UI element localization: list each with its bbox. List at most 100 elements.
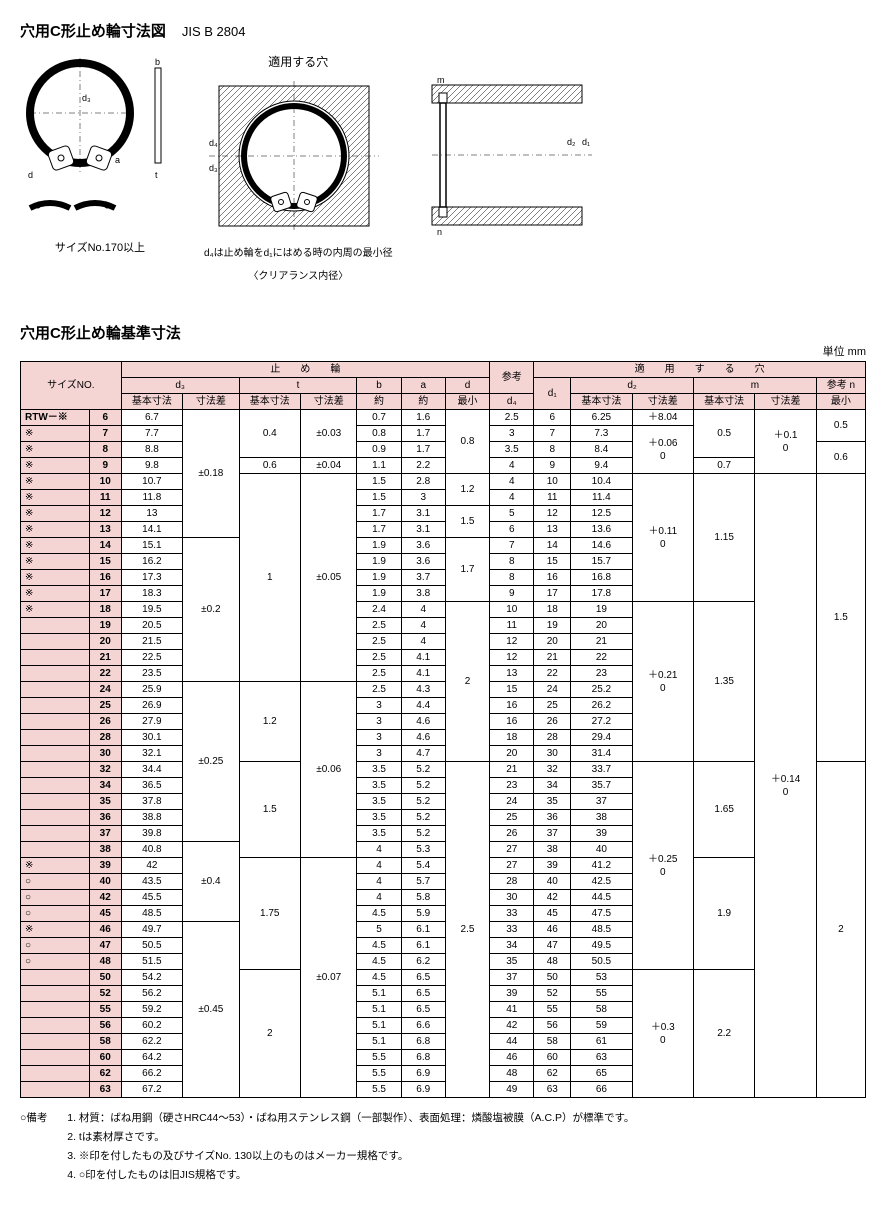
cell-a: 6.8 [401,1050,445,1066]
th-d2-basic: 基本寸法 [571,394,632,410]
center-note-2: 〈クリアランス内径〉 [204,267,393,282]
table-row: ※1010.71±0.051.52.81.241010.4＋0.11 01.15… [21,474,866,490]
cell-d3-basic: 32.1 [121,746,182,762]
cell-mark: ※ [21,442,90,458]
cell-no: 7 [89,426,121,442]
th-d2: d₂ [571,378,694,394]
cell-m-basic: 0.7 [693,458,754,474]
cell-d4: 7 [490,538,534,554]
cell-no: 52 [89,986,121,1002]
cell-d1: 13 [534,522,571,538]
cell-mark [21,1082,90,1098]
cell-b: 1.1 [357,458,401,474]
cell-d-min: 1.5 [445,506,489,538]
th-a-approx: 約 [401,394,445,410]
th-b-approx: 約 [357,394,401,410]
cell-d3-basic: 27.9 [121,714,182,730]
cell-a: 4.6 [401,714,445,730]
cell-d2-basic: 41.2 [571,858,632,874]
cell-d2-basic: 13.6 [571,522,632,538]
cell-a: 2.2 [401,458,445,474]
cell-m-basic: 0.5 [693,410,754,458]
cell-b: 3.5 [357,762,401,778]
cell-b: 5.1 [357,986,401,1002]
cell-no: 17 [89,586,121,602]
cell-d4: 18 [490,730,534,746]
cell-d1: 40 [534,874,571,890]
cell-mark [21,746,90,762]
cell-mark [21,810,90,826]
cell-b: 2.5 [357,682,401,698]
cell-b: 4 [357,842,401,858]
cell-d3-basic: 45.5 [121,890,182,906]
cell-d4: 9 [490,586,534,602]
cell-no: 34 [89,778,121,794]
cell-a: 5.4 [401,858,445,874]
cell-d4: 10 [490,602,534,618]
cell-d3-basic: 21.5 [121,634,182,650]
cell-m-tol: ＋0.1 0 [755,410,816,474]
cell-no: 60 [89,1050,121,1066]
cell-d1: 28 [534,730,571,746]
cell-d4: 41 [490,1002,534,1018]
cell-b: 3.5 [357,794,401,810]
cell-a: 6.5 [401,1002,445,1018]
cell-d3-tol: ±0.18 [183,410,239,538]
cell-b: 4.5 [357,906,401,922]
cell-no: 9 [89,458,121,474]
cell-b: 2.5 [357,650,401,666]
cell-no: 63 [89,1082,121,1098]
cell-d3-basic: 39.8 [121,826,182,842]
cell-b: 0.7 [357,410,401,426]
cell-d1: 62 [534,1066,571,1082]
cell-no: 35 [89,794,121,810]
cell-d3-basic: 17.3 [121,570,182,586]
cell-a: 5.2 [401,826,445,842]
cell-mark [21,666,90,682]
cell-d2-basic: 8.4 [571,442,632,458]
cell-d1: 9 [534,458,571,474]
cell-a: 5.8 [401,890,445,906]
cell-a: 6.5 [401,970,445,986]
cell-mark: ※ [21,506,90,522]
cell-d2-basic: 6.25 [571,410,632,426]
th-d1: d₁ [534,378,571,410]
cell-b: 3.5 [357,778,401,794]
svg-text:d₂: d₂ [567,137,576,147]
cell-b: 3 [357,730,401,746]
cell-d2-basic: 29.4 [571,730,632,746]
cell-b: 5.1 [357,1018,401,1034]
cell-a: 4.4 [401,698,445,714]
cell-d1: 50 [534,970,571,986]
cell-mark [21,618,90,634]
cell-d4: 37 [490,970,534,986]
cell-no: 18 [89,602,121,618]
cell-no: 32 [89,762,121,778]
cell-no: 26 [89,714,121,730]
cell-b: 4 [357,890,401,906]
note-item: tは素材厚さです。 [79,1129,634,1147]
cell-d4: 8 [490,554,534,570]
cell-d2-basic: 19 [571,602,632,618]
cell-b: 0.9 [357,442,401,458]
cell-d1: 16 [534,570,571,586]
cell-a: 4.1 [401,650,445,666]
cell-no: 22 [89,666,121,682]
cell-t-basic: 2 [239,970,300,1098]
cell-d3-basic: 10.7 [121,474,182,490]
cell-a: 5.7 [401,874,445,890]
cell-d2-basic: 59 [571,1018,632,1034]
cell-b: 4.5 [357,970,401,986]
cell-b: 3 [357,714,401,730]
cell-a: 4.7 [401,746,445,762]
cell-d1: 60 [534,1050,571,1066]
cell-no: 21 [89,650,121,666]
cell-d1: 6 [534,410,571,426]
cell-mark: ※ [21,602,90,618]
cell-d4: 30 [490,890,534,906]
table-row: ※1819.52.442101819＋0.21 01.35 [21,602,866,618]
cell-d2-basic: 61 [571,1034,632,1050]
cell-d2-basic: 55 [571,986,632,1002]
cell-a: 6.9 [401,1082,445,1098]
cell-t-basic: 0.4 [239,410,300,458]
